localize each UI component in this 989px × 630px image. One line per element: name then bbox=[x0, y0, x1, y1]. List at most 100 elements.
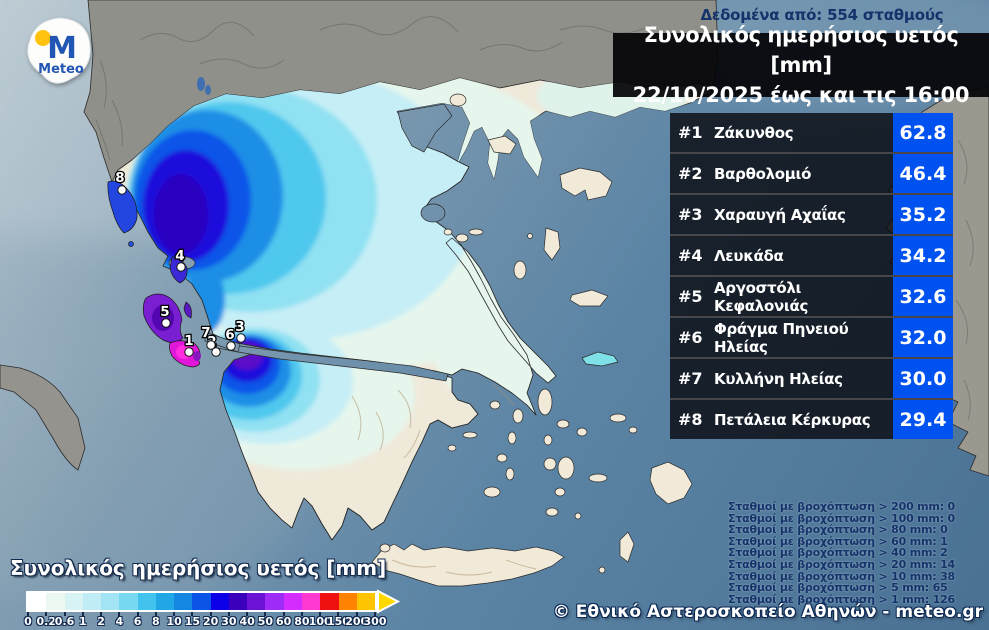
station-name: Πετάλεια Κέρκυρας bbox=[714, 410, 871, 429]
table-row: #2 Βαρθολομιό 46.4 bbox=[670, 154, 953, 195]
legend-tick bbox=[282, 612, 285, 616]
legend-color-segment bbox=[247, 593, 266, 610]
legend-color-segment bbox=[137, 593, 156, 610]
legend-color-segment bbox=[228, 593, 248, 610]
rank-cell: #5 bbox=[678, 287, 703, 306]
station-marker-number: 5 bbox=[160, 304, 169, 320]
legend-color-segment bbox=[119, 593, 138, 610]
legend-tick bbox=[227, 612, 230, 616]
legend-tick-label: 0.6 bbox=[54, 615, 75, 628]
station-name: Ζάκυνθος bbox=[714, 123, 794, 142]
station-marker-dot bbox=[226, 341, 236, 351]
value-cell: 46.4 bbox=[893, 154, 953, 193]
legend-color-segment bbox=[283, 593, 302, 610]
legend-color-segment bbox=[64, 593, 83, 610]
rain-stat-line: Σταθμοί με βροχόπτωση > 100 mm: 0 bbox=[728, 511, 955, 525]
legend-color-segment bbox=[210, 593, 229, 610]
legend-tick-label: 40 bbox=[239, 615, 255, 628]
legend-tick-label: 4 bbox=[115, 615, 124, 628]
chios-island bbox=[543, 227, 561, 261]
legend-arrow-icon bbox=[377, 589, 401, 614]
copyright: © Εθνικό Αστεροσκοπείο Αθηνών - meteo.gr bbox=[552, 602, 983, 622]
value-cell: 34.2 bbox=[893, 236, 953, 275]
legend-tick-label: 6 bbox=[133, 615, 142, 628]
legend-color-segment bbox=[28, 593, 47, 610]
legend-tick-label: 0 bbox=[24, 615, 32, 628]
rank-cell: #8 bbox=[678, 410, 703, 429]
legend-color-segment bbox=[356, 593, 376, 610]
ranking-table: #1 Ζάκυνθος 62.8 #2 Βαρθολομιό 46.4 #3 Χαραυγή … bbox=[670, 113, 953, 439]
legend-tick bbox=[246, 612, 249, 616]
legend-tick-label: 2 bbox=[97, 615, 105, 628]
station-marker-dot bbox=[161, 318, 171, 328]
station-marker-number: 1 bbox=[184, 333, 193, 349]
legend-tick bbox=[45, 612, 48, 616]
legend-color-segment bbox=[192, 593, 211, 610]
legend-tick bbox=[300, 612, 303, 616]
rain-stat-line: Σταθμοί με βροχόπτωση > 10 mm: 38 bbox=[728, 569, 955, 583]
station-marker-dot bbox=[206, 340, 216, 350]
rain-stat-line: Σταθμοί με βροχόπτωση > 1 mm: 126 bbox=[728, 592, 955, 606]
legend-tick bbox=[81, 612, 84, 616]
rain-stat-line: Σταθμοί με βροχόπτωση > 60 mm: 1 bbox=[728, 534, 948, 548]
station-marker-number: 6 bbox=[225, 327, 234, 343]
rank-cell: #3 bbox=[678, 205, 703, 224]
legend-color-segment bbox=[82, 593, 102, 610]
tan-terrain-ridges bbox=[351, 383, 537, 576]
station-name: Βαρθολομιό bbox=[714, 164, 812, 183]
legend-color-segment bbox=[155, 593, 175, 610]
rain-stat-line: Σταθμοί με βροχόπτωση > 20 mm: 14 bbox=[728, 557, 955, 571]
legend-tick-label: 20 bbox=[202, 615, 219, 628]
rank-cell: #2 bbox=[678, 164, 703, 183]
legend-color-segment bbox=[338, 593, 357, 610]
title-line2: 22/10/2025 έως και τις 16:00 bbox=[632, 83, 970, 107]
title-line1: Συνολικός ημερήσιος υετός [mm] bbox=[643, 23, 959, 77]
legend-color-segment bbox=[320, 593, 339, 610]
rain-stat-line: Σταθμοί με βροχόπτωση > 40 mm: 2 bbox=[728, 546, 948, 560]
station-name: Λευκάδα bbox=[714, 246, 784, 265]
rain-stat-line: Σταθμοί με βροχόπτωση > 5 mm: 65 bbox=[728, 581, 948, 595]
rank-cell: #6 bbox=[678, 328, 703, 347]
logo-sun-icon bbox=[35, 30, 51, 46]
grey-terrain-ridges bbox=[95, 16, 974, 421]
table-row: #5 Αργοστόλι Κεφαλονιάς 32.6 bbox=[670, 277, 953, 318]
table-row: #3 Χαραυγή Αχαΐας 35.2 bbox=[670, 195, 953, 236]
station-name: Φράγμα Πηνειού Ηλείας bbox=[714, 319, 849, 356]
station-marker-dot bbox=[236, 333, 246, 343]
legend-color-segment bbox=[174, 593, 193, 610]
legend-tick-label: 0.2 bbox=[36, 615, 57, 628]
aegean-islands bbox=[371, 93, 693, 587]
table-row: #7 Κυλλήνη Ηλείας 30.0 bbox=[670, 359, 953, 400]
station-marker-dot bbox=[211, 347, 221, 357]
ionian-islands bbox=[107, 180, 201, 368]
lesbos-island bbox=[559, 167, 613, 201]
legend-tick bbox=[319, 612, 322, 616]
table-row: #1 Ζάκυνθος 62.8 bbox=[670, 113, 953, 154]
legend-tick-label: 8 bbox=[152, 615, 160, 628]
legend-tick-label: 200 bbox=[345, 615, 369, 628]
value-cell: 29.4 bbox=[893, 400, 953, 439]
legend-color-segment bbox=[265, 593, 284, 610]
legend-tick-labels: 0 0.2 0.6 1 2 4 6 8 10 15 20 30 40 50 60 80 100 150 200 300 bbox=[24, 615, 386, 629]
legend-tick-label: 10 bbox=[166, 615, 182, 628]
legend-tick bbox=[136, 612, 139, 616]
rain-stat-line: Σταθμοί με βροχόπτωση > 80 mm: 0 bbox=[728, 523, 948, 537]
station-name: Κυλλήνη Ηλείας bbox=[714, 369, 843, 388]
lakes bbox=[197, 77, 211, 95]
rank-cell: #7 bbox=[678, 369, 703, 388]
legend-tick-label: 100 bbox=[308, 615, 332, 628]
legend-tick bbox=[191, 612, 194, 616]
legend-tick bbox=[355, 612, 358, 616]
legend-tick bbox=[173, 612, 176, 616]
legend-tick bbox=[27, 612, 29, 616]
samos-island bbox=[569, 289, 609, 307]
legend-tick-label: 80 bbox=[294, 615, 310, 628]
value-cell: 32.6 bbox=[893, 277, 953, 316]
legend-tick bbox=[337, 612, 340, 616]
crete-island bbox=[371, 543, 565, 587]
table-row: #6 Φράγμα Πηνειού Ηλείας 32.0 bbox=[670, 318, 953, 359]
legend-tick-label: 150 bbox=[326, 615, 350, 628]
logo-brand: Meteo bbox=[38, 62, 84, 77]
